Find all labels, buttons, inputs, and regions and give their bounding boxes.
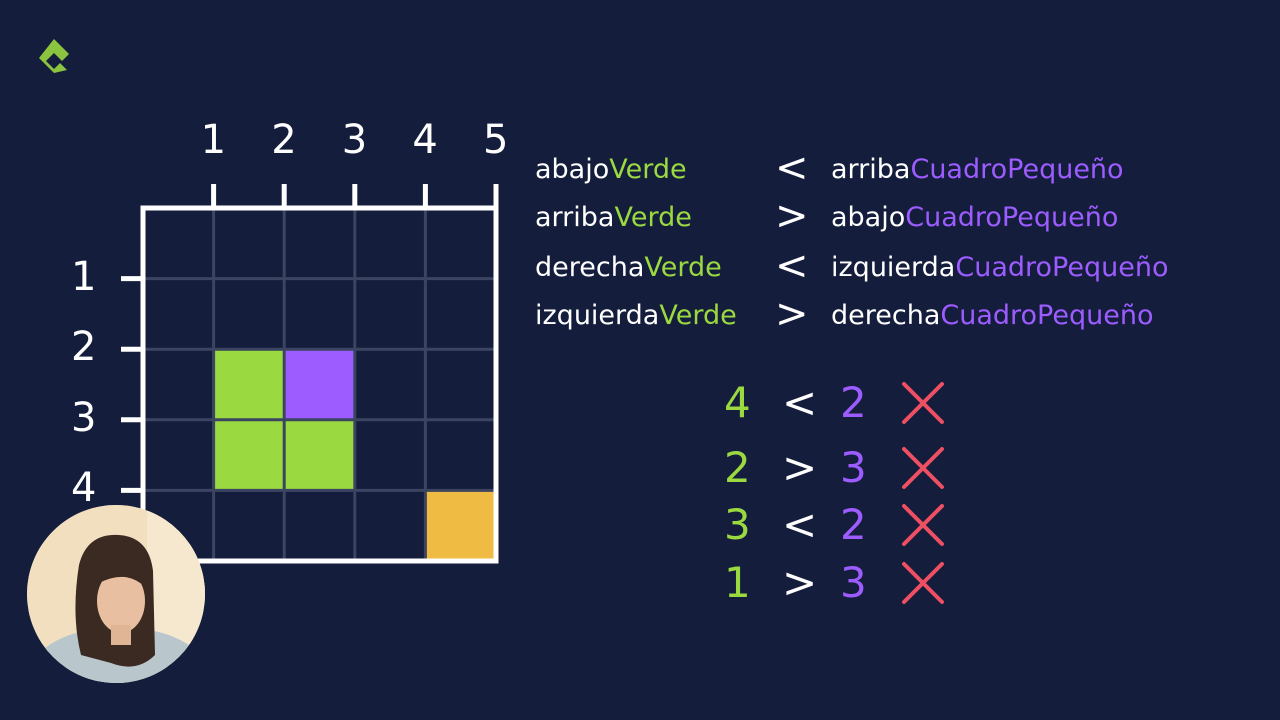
condition-right-word: derecha [831,300,941,331]
condition-right-word: izquierda [831,252,956,283]
condition-right-name: CuadroPequeño [905,202,1119,233]
condition-right-name: CuadroPequeño [940,300,1154,331]
comparison-operator: < [782,378,818,427]
comparison-right: 3 [840,443,867,492]
condition-left-word: arriba [535,202,615,233]
condition-left-word: izquierda [535,300,660,331]
row-label: 4 [71,465,97,512]
comparison-operator: > [782,443,818,492]
cross-icon [902,447,944,489]
condition-operator: > [775,193,809,239]
comparison-left: 1 [724,558,751,607]
comparison-right: 2 [840,378,867,427]
condition-operator: < [775,243,809,289]
row-label: 3 [71,394,97,441]
condition-operator: > [775,291,809,337]
condition-right-name: CuadroPequeño [910,154,1124,185]
presenter-avatar [27,505,205,683]
condition-left-name: Verde [659,300,737,331]
grid-border [140,205,499,564]
comparison-left: 4 [724,378,751,427]
column-label: 2 [271,117,297,163]
grid-cell-orange [425,490,497,562]
column-label: 4 [412,117,438,163]
comparison-operator: > [782,558,818,607]
condition-left-name: Verde [609,154,687,185]
grid-cell-green [284,419,356,491]
condition-left-word: abajo [535,154,610,185]
cross-icon [902,504,944,546]
condition-left-word: derecha [535,252,645,283]
column-label: 5 [483,117,509,163]
condition-left-name: Verde [614,202,692,233]
row-label: 1 [71,253,97,300]
condition-operator: < [775,145,809,191]
column-label: 1 [200,117,227,163]
comparison-operator: < [782,500,818,549]
column-label: 3 [341,117,368,163]
grid-cells [213,349,497,562]
condition-right-word: arriba [831,154,911,185]
brand-logo-icon [39,39,69,73]
grid-cell-green [213,349,285,421]
comparison-left: 3 [724,500,751,549]
condition-right-word: abajo [831,202,906,233]
grid-cell-green [213,419,285,491]
condition-left-name: Verde [644,252,722,283]
presenter-webcam [27,505,205,683]
condition-right-name: CuadroPequeño [955,252,1169,283]
comparison-right: 3 [840,558,867,607]
comparison-left: 2 [724,443,751,492]
grid-cell-purple [284,349,356,421]
grid-lines [143,208,496,561]
cross-icon [902,382,944,424]
grid-ticks [121,184,499,493]
cross-icon [902,562,944,604]
comparison-right: 2 [840,500,867,549]
row-label: 2 [71,324,97,371]
